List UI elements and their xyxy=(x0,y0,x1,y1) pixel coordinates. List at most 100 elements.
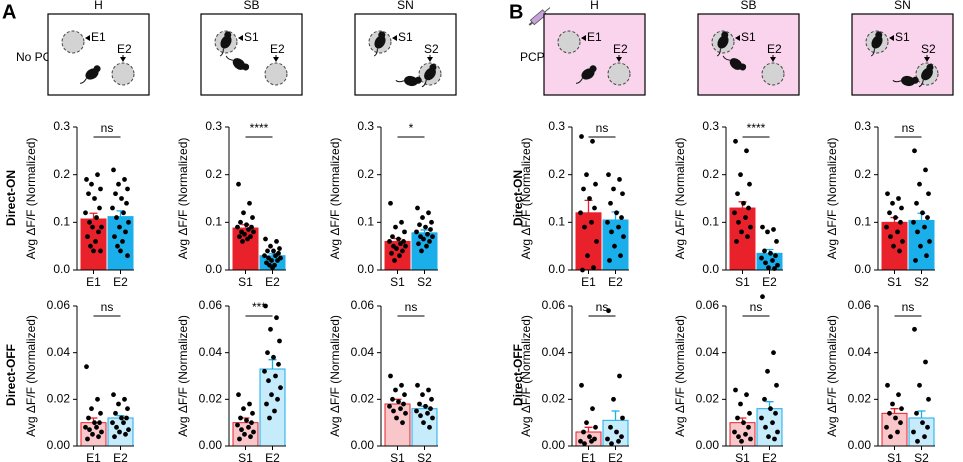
data-point xyxy=(393,224,398,230)
mouse-icon xyxy=(722,55,747,71)
data-point xyxy=(609,441,614,447)
y-tick-label: 0.04 xyxy=(696,345,720,359)
data-point xyxy=(427,239,432,244)
x-tick-label: E2 xyxy=(608,275,623,289)
data-point xyxy=(272,408,277,414)
data-point xyxy=(392,258,397,263)
data-point xyxy=(912,148,917,154)
data-point xyxy=(396,399,401,405)
error-bar xyxy=(584,426,593,432)
x-tick-label: S2 xyxy=(914,275,929,289)
data-point xyxy=(736,434,741,440)
chamber-label: S1 xyxy=(398,30,413,44)
x-tick-label: E1 xyxy=(581,451,596,462)
bar xyxy=(384,403,411,447)
y-tick-label: 0.0 xyxy=(357,262,374,276)
data-point xyxy=(397,253,402,259)
data-point xyxy=(116,181,121,187)
x-tick-label: S1 xyxy=(735,451,750,462)
chamber-label: S1 xyxy=(741,30,756,44)
mouse-tail xyxy=(395,79,405,83)
data-point xyxy=(589,219,594,225)
mouse-head xyxy=(378,31,386,39)
x-tick-label: S1 xyxy=(390,275,405,289)
data-point xyxy=(247,401,252,407)
data-point xyxy=(277,246,282,251)
data-point xyxy=(86,191,91,197)
data-point xyxy=(593,424,598,430)
chart: 0.0 0.1 0.2 0.3 Avg ΔF/F (Normalized) E1 E2 ns xyxy=(519,119,629,289)
data-point xyxy=(744,148,749,154)
data-point xyxy=(94,215,99,220)
mouse-body xyxy=(901,75,915,87)
bar xyxy=(729,207,756,271)
data-point xyxy=(271,354,276,360)
data-point xyxy=(772,436,777,442)
data-point xyxy=(237,234,242,240)
y-tick-label: 0.1 xyxy=(53,215,70,229)
data-point xyxy=(394,246,399,251)
data-point xyxy=(110,205,115,211)
data-point xyxy=(736,219,741,225)
arrow xyxy=(427,57,433,62)
chamber-label: S1 xyxy=(895,30,910,44)
chamber xyxy=(264,62,288,86)
chart: 0.00 0.02 0.04 0.06 Avg ΔF/F (Normalized) S1 E… xyxy=(176,298,286,462)
x-tick-label: E2 xyxy=(608,451,623,462)
chart: 0.0 0.1 0.2 0.3 Avg ΔF/F (Normalized) S1 E2 ***… xyxy=(176,119,286,289)
arrow xyxy=(238,35,243,41)
mouse-body xyxy=(374,35,386,49)
data-point xyxy=(238,415,243,421)
data-point xyxy=(759,415,764,421)
data-point xyxy=(262,368,267,374)
data-point xyxy=(887,410,892,416)
data-point xyxy=(117,224,122,230)
y-axis-label: Avg ΔF/F (Normalized) xyxy=(673,138,687,260)
mouse-icon xyxy=(79,65,101,84)
x-tick-label: S1 xyxy=(390,451,405,462)
data-point xyxy=(265,350,270,356)
data-point xyxy=(748,436,753,442)
data-point xyxy=(920,210,925,216)
data-point xyxy=(732,429,737,435)
data-point xyxy=(900,239,905,244)
axes xyxy=(571,306,629,447)
mouse-head xyxy=(926,63,934,71)
y-tick-label: 0.02 xyxy=(199,392,223,406)
arrow xyxy=(581,35,586,41)
bar xyxy=(602,219,629,271)
data-point xyxy=(774,239,779,244)
data-point xyxy=(274,239,279,244)
y-tick-label: 0.2 xyxy=(548,167,565,181)
data-point xyxy=(763,260,768,266)
data-point xyxy=(427,424,432,430)
data-point xyxy=(890,401,895,407)
data-point xyxy=(733,138,738,144)
data-point xyxy=(428,227,433,232)
data-point xyxy=(620,191,625,197)
data-point xyxy=(270,265,275,271)
chamber-label: E2 xyxy=(270,42,285,56)
arena xyxy=(200,13,303,96)
data-point xyxy=(394,415,399,421)
data-point xyxy=(403,243,408,249)
data-point xyxy=(618,253,623,259)
y-tick-label: 0.00 xyxy=(542,438,566,452)
data-point xyxy=(241,406,246,412)
y-tick-label: 0.00 xyxy=(696,438,720,452)
data-point xyxy=(88,243,93,249)
data-point xyxy=(251,429,256,435)
arena xyxy=(543,13,646,96)
y-tick-label: 0.0 xyxy=(854,262,871,276)
mouse-body xyxy=(871,35,883,49)
data-point xyxy=(920,420,925,426)
data-point xyxy=(121,420,126,426)
data-point xyxy=(398,406,403,412)
data-point xyxy=(926,396,931,402)
y-tick-label: 0.3 xyxy=(205,119,222,133)
mouse-tail xyxy=(918,79,924,88)
data-point xyxy=(414,408,419,414)
data-point xyxy=(419,248,424,254)
data-point xyxy=(923,167,928,173)
